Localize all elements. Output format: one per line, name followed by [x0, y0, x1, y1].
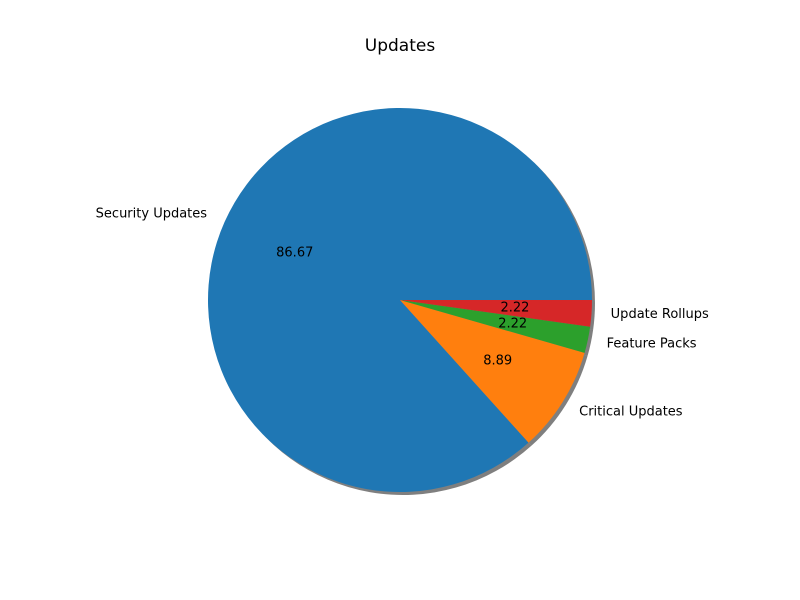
pie-slice-feature-packs — [400, 300, 591, 353]
slice-value-feature-packs: 2.22 — [498, 316, 527, 331]
slice-label-feature-packs: Feature Packs — [607, 336, 697, 351]
pie-slices — [208, 108, 592, 492]
pie-labels: Security Updates 86.67 Critical Updates 8.8… — [96, 207, 709, 420]
slice-value-update-rollups: 2.22 — [500, 301, 529, 316]
slice-label-critical-updates: Critical Updates — [579, 404, 683, 419]
slice-value-security-updates: 86.67 — [276, 246, 313, 261]
pie-slice-update-rollups — [400, 300, 592, 327]
slice-value-critical-updates: 8.89 — [483, 354, 512, 369]
slice-label-security-updates: Security Updates — [96, 207, 208, 222]
pie-slice-critical-updates — [400, 300, 585, 443]
chart-title: Updates — [365, 36, 436, 56]
slice-label-update-rollups: Update Rollups — [611, 307, 709, 322]
